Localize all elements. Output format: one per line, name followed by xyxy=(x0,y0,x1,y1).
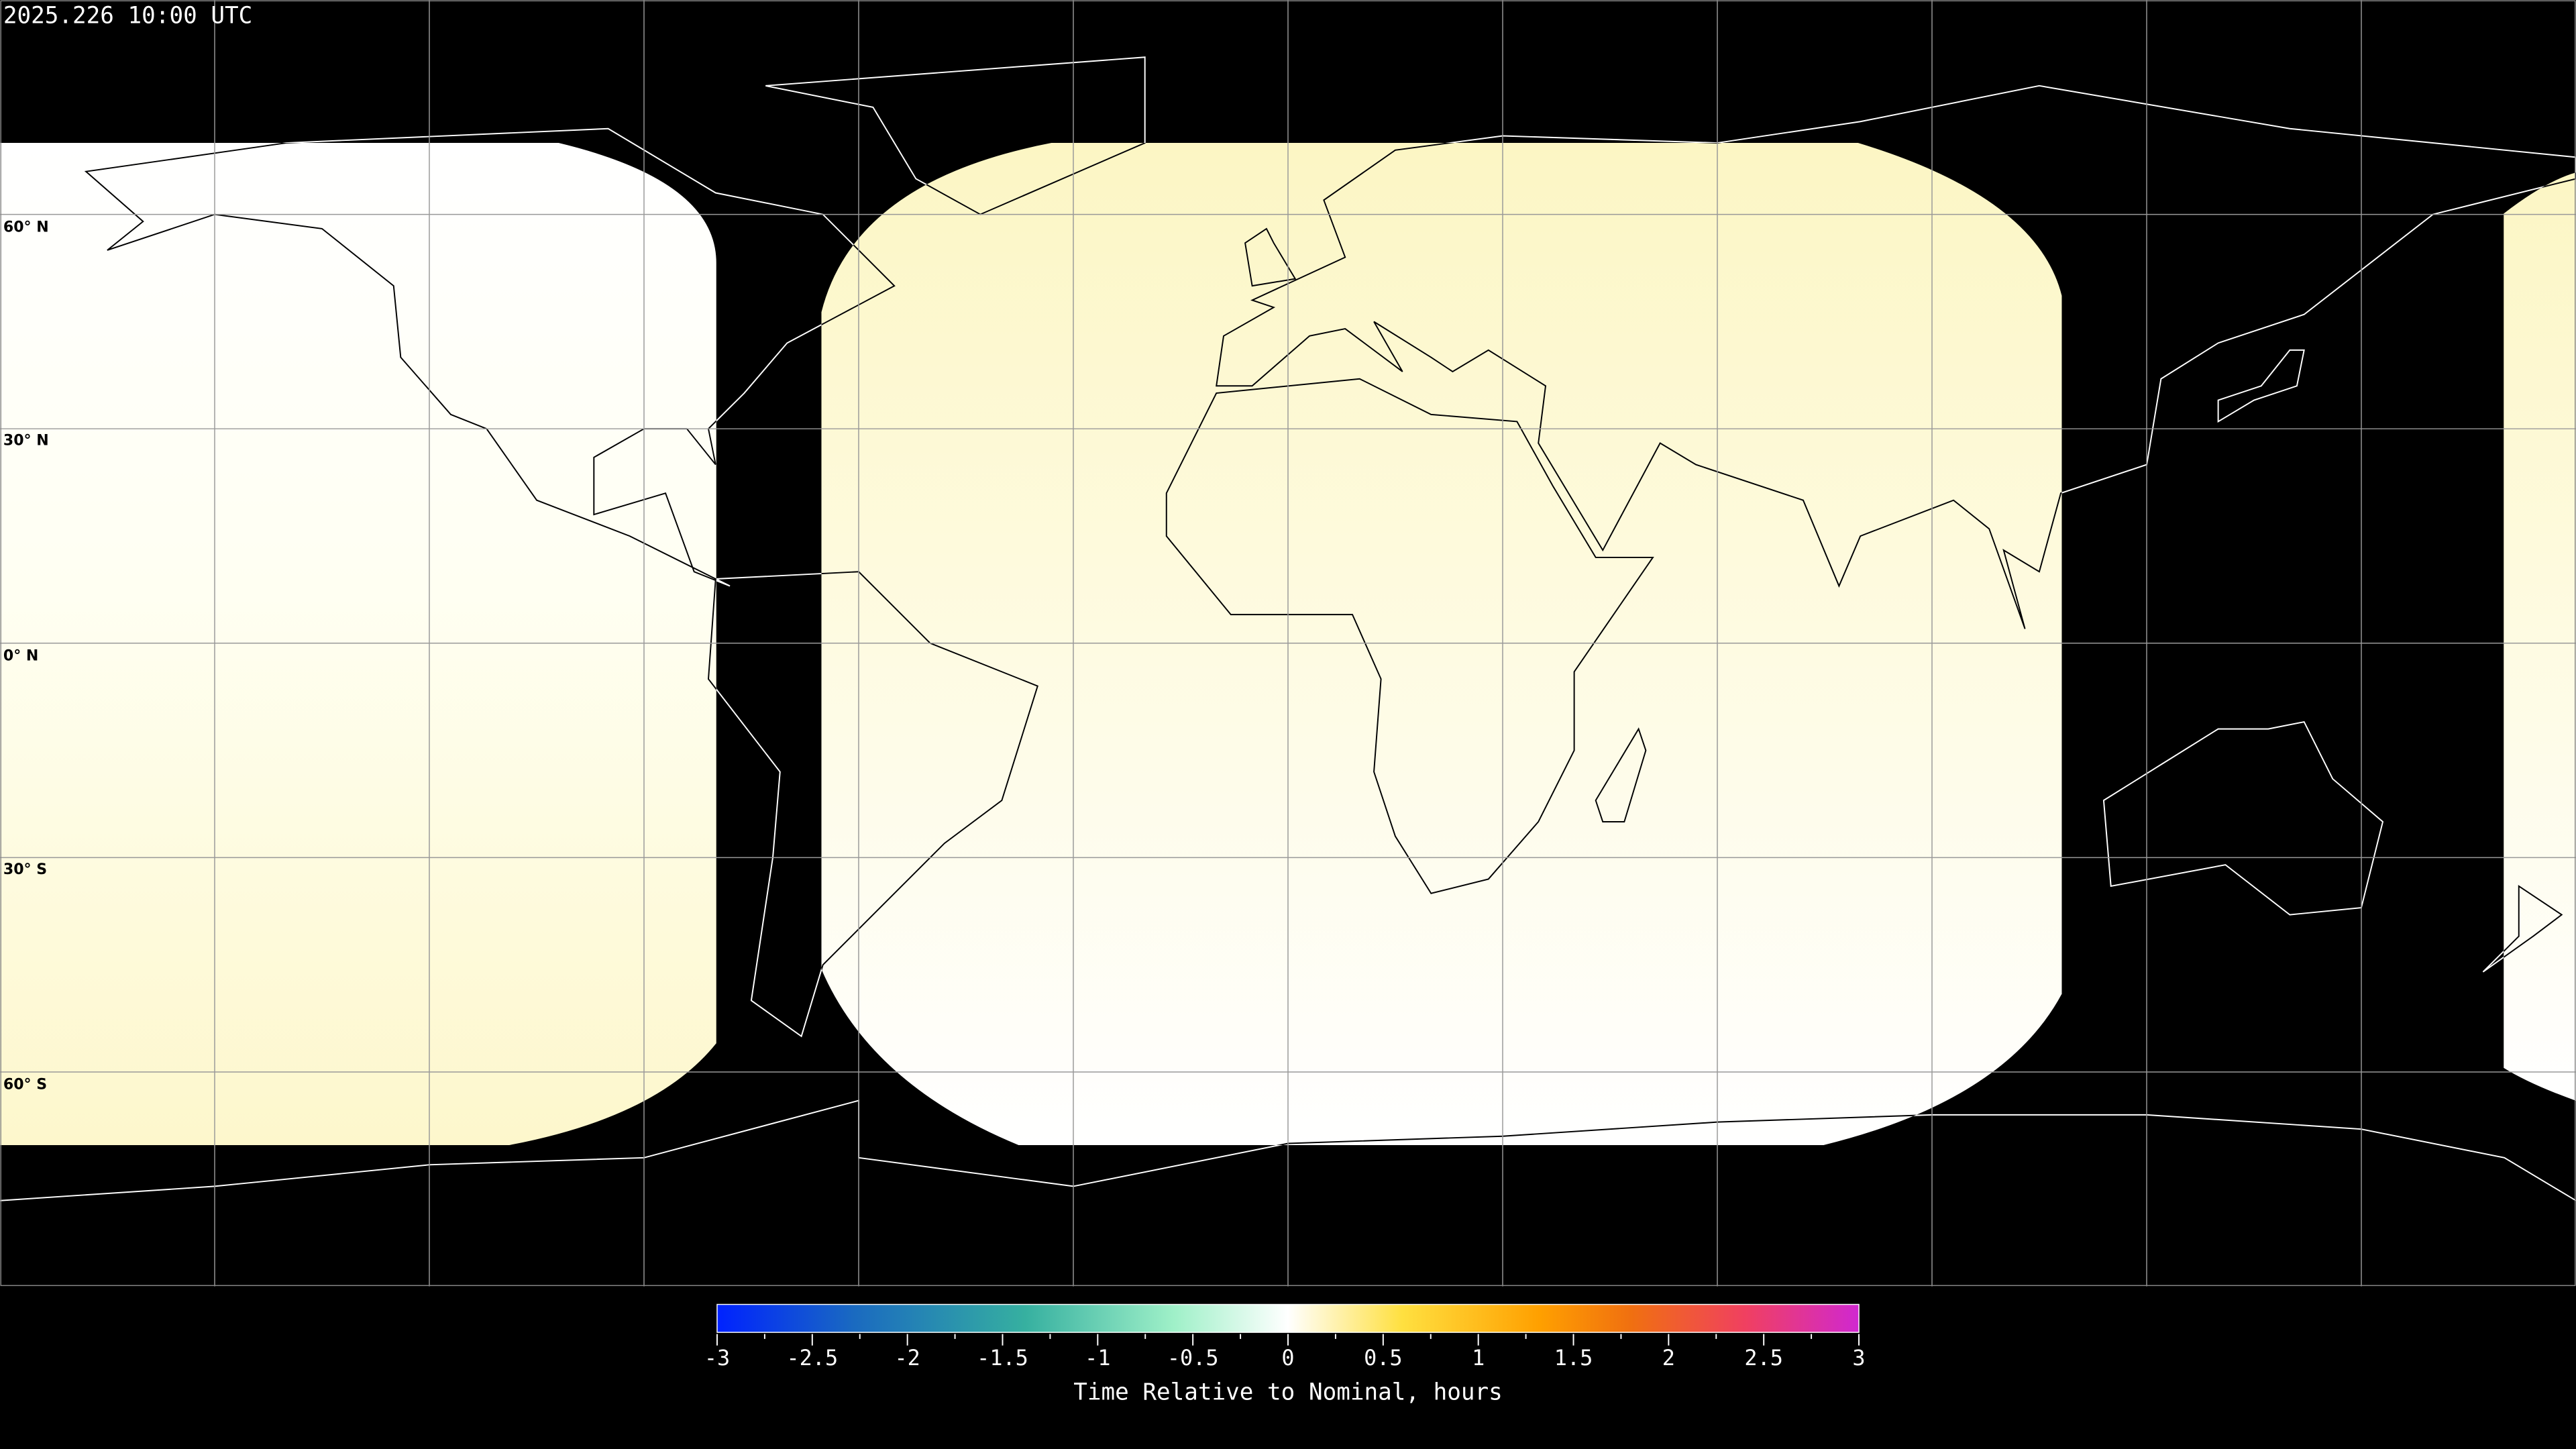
lat-label-60s: 60° S xyxy=(3,1077,47,1093)
swath-center xyxy=(821,143,2062,1145)
colorbar-tick-label: 1 xyxy=(1472,1345,1485,1371)
colorbar-gradient xyxy=(716,1303,1860,1333)
colorbar-tick-label: 1.5 xyxy=(1554,1345,1593,1371)
colorbar-ticks: -3 -2.5 -2 -1.5 -1 -0.5 0 0.5 1 1.5 2 2.5 3 xyxy=(704,1334,1866,1371)
colorbar-tick-label: 3 xyxy=(1852,1345,1865,1371)
colorbar-tick-label: 0 xyxy=(1281,1345,1294,1371)
coastline-madagascar xyxy=(1595,727,1647,822)
lat-label-30n: 30° N xyxy=(3,433,49,449)
swath-west xyxy=(0,143,716,1145)
swath-east xyxy=(2504,172,2576,1101)
coastline-new-zealand xyxy=(2482,885,2563,973)
colorbar-tick-label: 0.5 xyxy=(1364,1345,1403,1371)
colorbar-tick-label: -0.5 xyxy=(1167,1345,1219,1371)
colorbar-tick-label: -2.5 xyxy=(786,1345,838,1371)
lat-label-60n: 60° N xyxy=(3,219,49,235)
colorbar-tick-label: 2.5 xyxy=(1744,1345,1782,1371)
lat-label-30s: 30° S xyxy=(3,861,47,878)
graticule xyxy=(0,0,2576,1287)
coastline-eurasia xyxy=(1216,143,2576,629)
colorbar-tick-label: -1 xyxy=(1085,1345,1110,1371)
map-border xyxy=(0,0,2576,1287)
colorbar-tick-label: 2 xyxy=(1662,1345,1675,1371)
colorbar-tick-label: -3 xyxy=(704,1345,730,1371)
colorbar-label: Time Relative to Nominal, hours xyxy=(1073,1379,1503,1406)
lat-label-0n: 0° N xyxy=(3,647,38,664)
satellite-swaths xyxy=(0,143,2576,1145)
latitude-labels: 60° N 30° N 0° N 30° S 60° S xyxy=(3,219,49,1093)
timestamp-title: 2025.226 10:00 UTC xyxy=(3,2,252,29)
coastline-japan xyxy=(2217,349,2305,423)
coastline-australia xyxy=(2102,720,2384,916)
colorbar: -3 -2.5 -2 -1.5 -1 -0.5 0 0.5 1 1.5 2 2.5 3 Time Rel… xyxy=(704,1303,1866,1406)
colorbar-tick-label: -2 xyxy=(894,1345,920,1371)
colorbar-tick-label: -1.5 xyxy=(977,1345,1028,1371)
coastline-africa xyxy=(1165,378,1654,894)
